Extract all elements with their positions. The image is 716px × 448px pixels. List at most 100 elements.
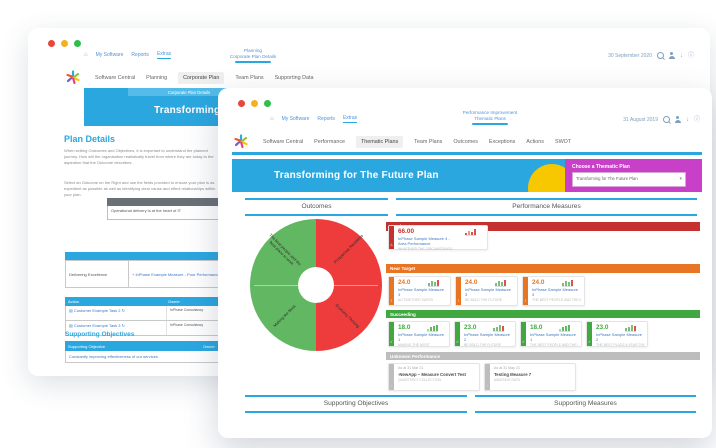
check-icon: ✓ xyxy=(389,340,393,345)
action-name[interactable]: Customer Example Task 2 xyxy=(73,308,121,313)
measure-name[interactable]: Testing Measure 7 xyxy=(494,371,532,377)
refresh-icon[interactable]: ↻ xyxy=(121,308,126,313)
measure-card[interactable]: ! 24.0 InPhase Sample Measure 3 ALTOGETH… xyxy=(388,276,451,306)
status-stripe xyxy=(389,322,394,346)
info-icon[interactable]: ⓘ xyxy=(693,116,700,123)
nav-item-software-central[interactable]: Software Central xyxy=(95,75,136,81)
topbar-link-reports[interactable]: Reports xyxy=(131,52,149,58)
measure-name[interactable]: InPhase Sample Measure 3 xyxy=(532,287,579,297)
supp-obj-name[interactable]: Constantly improving effectiveness of ou… xyxy=(69,354,158,359)
search-icon[interactable] xyxy=(656,52,664,59)
home-icon[interactable]: ⌂ xyxy=(270,116,274,122)
measure-card[interactable]: ✓ 23.0 InPhase Sample Measure 2 THE BEST… xyxy=(586,321,648,347)
mini-chart-icon xyxy=(493,324,504,332)
supporting-measures-header: Supporting Measures xyxy=(475,395,696,413)
topbar-link-my-software[interactable]: My Software xyxy=(95,52,124,58)
plan-banner: Transforming for The Future Plan Choose … xyxy=(232,159,702,192)
measure-name[interactable]: Area Performance xyxy=(398,241,431,246)
measure-card[interactable]: ! 24.0 InPhase Sample Measure 3 BE BOLD … xyxy=(455,276,518,306)
breadcrumb-parent: Performance Improvement xyxy=(462,110,518,115)
close-window-icon[interactable] xyxy=(48,40,55,47)
nav-item-exceptions[interactable]: Exceptions xyxy=(488,139,516,145)
nav-item-team-plans[interactable]: Team Plans xyxy=(414,139,443,145)
measure-name[interactable]: InPhase Sample Measure 2 xyxy=(596,332,643,342)
tab-corporate-plan-details[interactable]: Corporate Plan Details xyxy=(128,88,250,96)
close-window-icon[interactable] xyxy=(238,100,245,107)
download-icon[interactable]: ↓ xyxy=(679,52,683,59)
search-icon[interactable] xyxy=(662,116,670,123)
home-icon[interactable]: ⌂ xyxy=(84,52,88,58)
nav-item-software-central[interactable]: Software Central xyxy=(263,139,304,145)
chevron-down-icon: ▾ xyxy=(679,175,682,182)
col-action: Action xyxy=(68,299,80,304)
band-near-target: Near Target xyxy=(386,264,700,273)
main-nav: Software Central Performance Thematic Pl… xyxy=(234,134,571,150)
measure-name[interactable]: InPhase Sample Measure 3 xyxy=(465,287,512,297)
outcome-tag: MAKING THE MOST xyxy=(398,343,430,347)
warning-icon: ⚠ xyxy=(389,243,394,248)
measure-value: 66.00 xyxy=(398,228,414,235)
nav-item-planning[interactable]: Planning xyxy=(146,75,168,81)
outcome-tag: THE BEST PLACE A YEAR THE BEST TOWN xyxy=(596,343,644,347)
breadcrumb-underline xyxy=(472,123,508,126)
nav-item-swot[interactable]: SWOT xyxy=(554,139,572,145)
document-icon: ▤ xyxy=(69,308,73,313)
measure-name[interactable]: InPhase Sample Measure 1 xyxy=(530,332,577,342)
topbar-link-extras[interactable]: Extras xyxy=(342,115,358,123)
thematic-plan-select[interactable]: Transforming for The Future Plan ▾ xyxy=(572,172,686,187)
nav-item-corporate-plan[interactable]: Corporate Plan xyxy=(178,72,225,84)
measure-card[interactable]: ✓ 23.0 InPhase Sample Measure 2 BE BOLD … xyxy=(454,321,516,347)
outcomes-header: Outcomes xyxy=(245,198,388,216)
measure-card[interactable]: ✓ 18.0 InPhase Sample Measure 1 MAKING T… xyxy=(388,321,450,347)
user-icon[interactable] xyxy=(674,116,681,123)
status-stripe xyxy=(485,364,490,390)
minimize-window-icon[interactable] xyxy=(61,40,68,47)
measure-card[interactable]: ◦ As at 31 May 21 Testing Measure 7 AWAI… xyxy=(484,363,576,391)
measure-area: Delivering Excellence xyxy=(69,271,108,277)
topbar: ⌂ My Software Reports Extras xyxy=(270,115,358,123)
nav-item-thematic-plans[interactable]: Thematic Plans xyxy=(356,136,404,148)
maximize-window-icon[interactable] xyxy=(74,40,81,47)
outcomes-donut-chart[interactable]: The best people and the best place to wo… xyxy=(250,219,382,351)
as-at-date: As at 31 Mar 21 xyxy=(398,366,424,370)
breadcrumb[interactable]: Performance Improvement Thematic Plans xyxy=(440,110,540,126)
col-owner: Owner xyxy=(203,343,215,349)
measure-card[interactable]: ! 24.0 InPhase Sample Measure 3 THE BEST… xyxy=(522,276,585,306)
measure-name[interactable]: InPhase Sample Measure 1 xyxy=(398,332,445,342)
nav-item-outcomes[interactable]: Outcomes xyxy=(453,139,478,145)
breadcrumb-current: Thematic Plans xyxy=(474,116,506,122)
breadcrumb-parent: Planning xyxy=(244,48,262,53)
topbar-link-reports[interactable]: Reports xyxy=(317,116,335,122)
download-icon[interactable]: ↓ xyxy=(685,116,689,123)
col-supporting-objective: Supporting Objective xyxy=(68,343,106,349)
measure-card[interactable]: ◦ As at 31 Mar 21 -NewApp – Measure Conv… xyxy=(388,363,480,391)
measure-name[interactable]: + InPhase Example Measure - Poor Perform… xyxy=(128,261,258,287)
measure-card[interactable]: ✓ 18.0 InPhase Sample Measure 1 THE BEST… xyxy=(520,321,582,347)
action-name[interactable]: Customer Example Task 3 xyxy=(73,323,121,328)
maximize-window-icon[interactable] xyxy=(264,100,271,107)
donut-label-bottom-right: Economy Thriving xyxy=(334,302,361,330)
measure-name[interactable]: InPhase Sample Measure 3 xyxy=(398,287,445,297)
measure-name[interactable]: InPhase Sample Measure 4 - xyxy=(398,236,450,241)
user-icon[interactable] xyxy=(668,52,675,59)
desired-outcome-text: Operational delivery is at the heart of … xyxy=(111,208,182,213)
status-stripe xyxy=(389,277,394,305)
topbar: ⌂ My Software Reports Extras xyxy=(84,51,172,59)
topbar-link-my-software[interactable]: My Software xyxy=(281,116,310,122)
topbar-link-extras[interactable]: Extras xyxy=(156,51,172,59)
nav-item-actions[interactable]: Actions xyxy=(526,139,544,145)
donut-hole xyxy=(298,267,334,303)
breadcrumb[interactable]: Planning Corporate Plan Details xyxy=(206,48,300,64)
action-owner: InPhase Consultancy xyxy=(166,321,226,335)
measure-name[interactable]: InPhase Sample Measure 2 xyxy=(464,332,511,342)
info-icon[interactable]: ⓘ xyxy=(687,52,694,59)
measure-value: 23.0 xyxy=(596,324,609,331)
measure-card[interactable]: ⚠ 66.00 InPhase Sample Measure 4 - Area … xyxy=(388,225,488,251)
selected-plan: Transforming for The Future Plan xyxy=(576,176,638,182)
nav-item-team-plans[interactable]: Team Plans xyxy=(235,75,264,81)
minimize-window-icon[interactable] xyxy=(251,100,258,107)
nav-item-supporting-data[interactable]: Supporting Data xyxy=(274,75,314,81)
refresh-icon[interactable]: ↻ xyxy=(121,323,126,328)
measure-name[interactable]: -NewApp – Measure Convert Test xyxy=(398,371,466,377)
nav-item-performance[interactable]: Performance xyxy=(314,139,346,145)
